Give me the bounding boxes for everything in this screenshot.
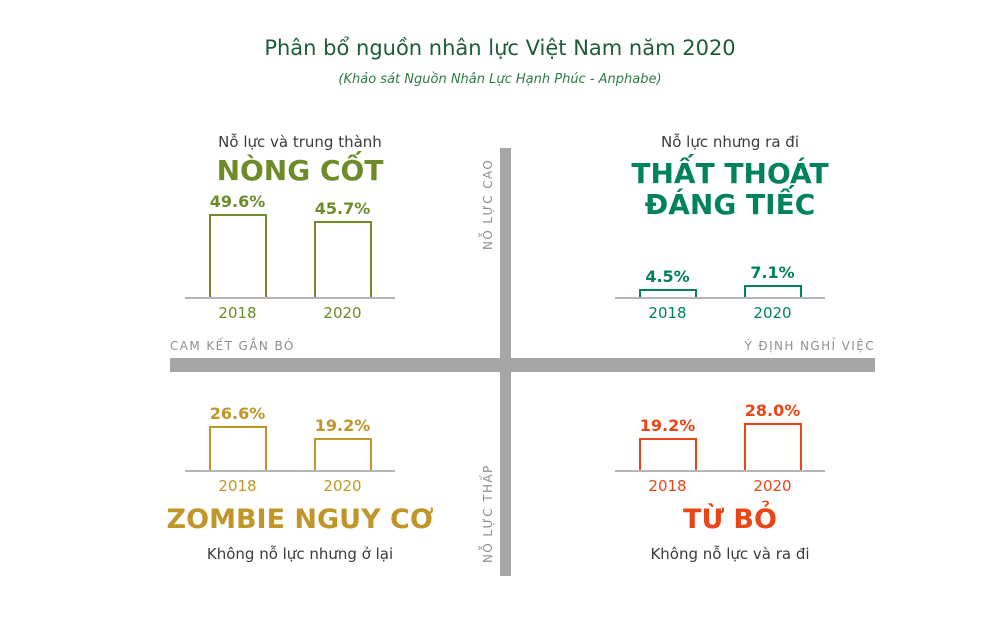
quadrant-subtitle: Không nỗ lực nhưng ở lại	[206, 545, 394, 563]
year-label-2018: 2018	[648, 477, 687, 495]
year-label-2018: 2018	[218, 477, 257, 495]
bar-2020	[743, 285, 802, 297]
bar-group-2020: 7.1%	[743, 263, 802, 297]
year-label-2020: 2020	[323, 477, 362, 495]
axis-label-effort-low: NỖ LỰC THẤP	[481, 464, 495, 564]
bar-group-2018: 26.6%	[208, 404, 267, 470]
quadrant-subtitle: Không nỗ lực và ra đi	[650, 545, 810, 563]
axis-label-commitment: CAM KẾT GẮN BÓ	[170, 339, 295, 353]
bar-group-2020: 19.2%	[313, 416, 372, 470]
bar-2018	[638, 438, 697, 470]
year-labels: 2018 2020	[615, 304, 825, 322]
bar-value-label: 4.5%	[645, 267, 690, 286]
bar-group-2020: 45.7%	[313, 199, 372, 297]
axis-label-effort-high: NỖ LỰC CAO	[481, 158, 495, 250]
year-labels: 2018 2020	[185, 477, 395, 495]
quadrant-title: TỪ BỎ	[683, 504, 777, 535]
bar-chart-nong-cot: 49.6% 45.7%	[185, 187, 395, 299]
bar-group-2020: 28.0%	[743, 401, 802, 470]
quadrant-tu-bo: 19.2% 28.0% 2018 2020 TỪ BỎ Không nỗ lực…	[570, 355, 890, 585]
bar-value-label: 49.6%	[209, 192, 266, 211]
page-subtitle: (Khảo sát Nguồn Nhân Lực Hạnh Phúc - Anp…	[338, 72, 662, 87]
quadrant-subtitle: Nỗ lực và trung thành	[218, 133, 382, 151]
quadrant-title: NÒNG CỐT	[216, 154, 384, 187]
bar-group-2018: 49.6%	[208, 192, 267, 297]
year-labels: 2018 2020	[185, 304, 395, 322]
quadrant-nong-cot: Nỗ lực và trung thành NÒNG CỐT 49.6% 45.…	[140, 128, 460, 358]
bar-value-label: 19.2%	[639, 416, 696, 435]
bar-2018	[638, 289, 697, 297]
horizontal-axis-bar	[170, 358, 875, 372]
axis-label-intent-to-quit: Ý ĐỊNH NGHỈ VIỆC	[744, 339, 875, 353]
year-label-2020: 2020	[323, 304, 362, 322]
bar-2018	[208, 214, 267, 297]
bar-value-label: 7.1%	[750, 263, 795, 282]
bar-2020	[313, 221, 372, 297]
year-label-2020: 2020	[753, 304, 792, 322]
quadrant-zombie-nguy-co: 26.6% 19.2% 2018 2020 ZOMBIE NGUY CƠ Khô…	[140, 355, 460, 585]
year-label-2018: 2018	[218, 304, 257, 322]
bar-chart-that-thoat: 4.5% 7.1%	[615, 187, 825, 299]
year-label-2018: 2018	[648, 304, 687, 322]
bar-value-label: 26.6%	[209, 404, 266, 423]
bar-chart-tu-bo: 19.2% 28.0%	[615, 360, 825, 472]
year-label-2020: 2020	[753, 477, 792, 495]
bar-value-label: 28.0%	[744, 401, 801, 420]
year-labels: 2018 2020	[615, 477, 825, 495]
quadrant-title: ZOMBIE NGUY CƠ	[166, 504, 434, 535]
bar-group-2018: 19.2%	[638, 416, 697, 470]
bar-2020	[743, 423, 802, 470]
quadrant-that-thoat-dang-tiec: Nỗ lực nhưng ra đi THẤT THOÁT ĐÁNG TIẾC …	[570, 128, 890, 358]
quadrant-subtitle: Nỗ lực nhưng ra đi	[661, 133, 799, 151]
bar-group-2018: 4.5%	[638, 267, 697, 297]
bar-2018	[208, 426, 267, 470]
bar-value-label: 45.7%	[314, 199, 371, 218]
bar-2020	[313, 438, 372, 470]
quadrant-title: THẤT THOÁT ĐÁNG TIẾC	[631, 157, 829, 222]
bar-value-label: 19.2%	[314, 416, 371, 435]
bar-chart-zombie: 26.6% 19.2%	[185, 360, 395, 472]
page-title: Phân bổ nguồn nhân lực Việt Nam năm 2020	[264, 36, 736, 60]
